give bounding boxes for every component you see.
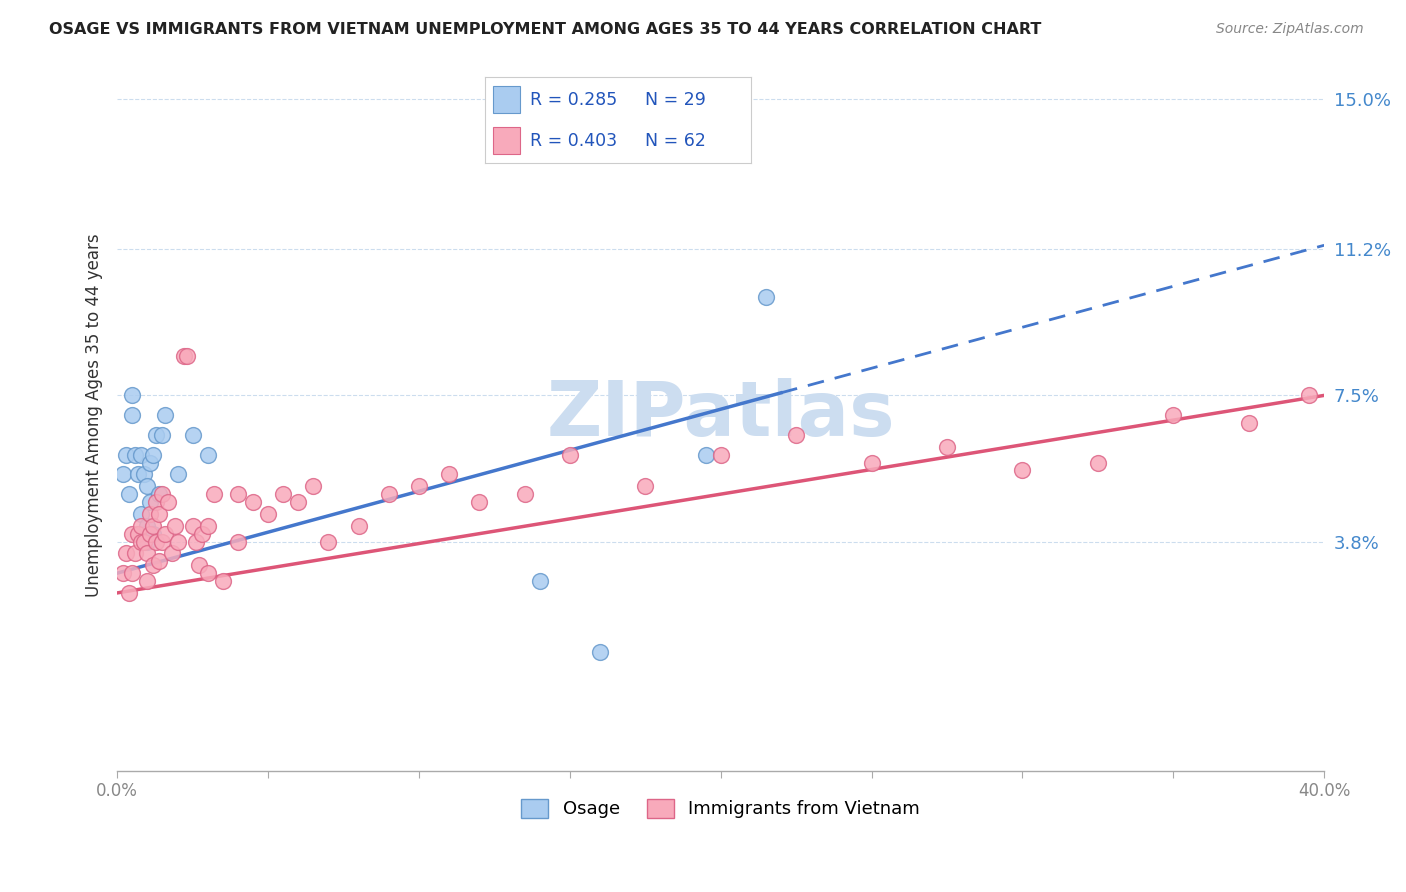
Text: ZIPatlas: ZIPatlas <box>547 378 896 452</box>
Point <box>131 518 153 533</box>
Point <box>211 574 233 588</box>
Point <box>695 448 717 462</box>
Point <box>127 526 149 541</box>
Point <box>145 534 167 549</box>
Point <box>136 534 159 549</box>
Text: OSAGE VS IMMIGRANTS FROM VIETNAM UNEMPLOYMENT AMONG AGES 35 TO 44 YEARS CORRELAT: OSAGE VS IMMIGRANTS FROM VIETNAM UNEMPLO… <box>49 22 1042 37</box>
Point <box>134 534 156 549</box>
Point <box>145 428 167 442</box>
Point <box>139 456 162 470</box>
Point <box>136 574 159 588</box>
Point <box>160 546 183 560</box>
Point <box>127 467 149 482</box>
Point <box>142 448 165 462</box>
Point <box>134 526 156 541</box>
Point <box>202 487 225 501</box>
Point <box>190 526 212 541</box>
Point <box>134 467 156 482</box>
Point <box>142 518 165 533</box>
Point <box>136 479 159 493</box>
Point <box>226 534 249 549</box>
Point <box>115 546 138 560</box>
Point <box>131 507 153 521</box>
Point <box>155 526 177 541</box>
Point <box>136 546 159 560</box>
Point <box>184 534 207 549</box>
Point <box>181 428 204 442</box>
Point <box>529 574 551 588</box>
Legend: Osage, Immigrants from Vietnam: Osage, Immigrants from Vietnam <box>515 792 928 826</box>
Point <box>121 388 143 402</box>
Point <box>785 428 807 442</box>
Point <box>131 448 153 462</box>
Point <box>634 479 657 493</box>
Point <box>936 440 959 454</box>
Y-axis label: Unemployment Among Ages 35 to 44 years: Unemployment Among Ages 35 to 44 years <box>86 234 103 597</box>
Point <box>271 487 294 501</box>
Point <box>558 448 581 462</box>
Point <box>131 534 153 549</box>
Point <box>468 495 491 509</box>
Point <box>408 479 430 493</box>
Point <box>181 518 204 533</box>
Point <box>115 448 138 462</box>
Point <box>112 566 135 581</box>
Point <box>166 534 188 549</box>
Point <box>139 526 162 541</box>
Point <box>139 495 162 509</box>
Point <box>121 408 143 422</box>
Point <box>124 448 146 462</box>
Point <box>302 479 325 493</box>
Point <box>1237 416 1260 430</box>
Point <box>257 507 280 521</box>
Point <box>318 534 340 549</box>
Point <box>176 349 198 363</box>
Point <box>589 645 612 659</box>
Point <box>139 507 162 521</box>
Point <box>124 546 146 560</box>
Point <box>173 349 195 363</box>
Point <box>187 558 209 573</box>
Point <box>163 518 186 533</box>
Point <box>710 448 733 462</box>
Point <box>118 487 141 501</box>
Point <box>157 495 180 509</box>
Point <box>152 428 174 442</box>
Point <box>121 566 143 581</box>
Point <box>121 526 143 541</box>
Point <box>142 526 165 541</box>
Point <box>112 467 135 482</box>
Point <box>377 487 399 501</box>
Point <box>860 456 883 470</box>
Point <box>197 518 219 533</box>
Point <box>1161 408 1184 422</box>
Text: Source: ZipAtlas.com: Source: ZipAtlas.com <box>1216 22 1364 37</box>
Point <box>145 495 167 509</box>
Point <box>347 518 370 533</box>
Point <box>287 495 309 509</box>
Point <box>1087 456 1109 470</box>
Point <box>242 495 264 509</box>
Point <box>118 586 141 600</box>
Point <box>142 558 165 573</box>
Point <box>197 566 219 581</box>
Point <box>1298 388 1320 402</box>
Point <box>136 518 159 533</box>
Point <box>148 554 170 568</box>
Point <box>1011 463 1033 477</box>
Point <box>513 487 536 501</box>
Point <box>166 467 188 482</box>
Point <box>152 534 174 549</box>
Point <box>755 290 778 304</box>
Point <box>148 487 170 501</box>
Point <box>197 448 219 462</box>
Point <box>152 487 174 501</box>
Point <box>148 507 170 521</box>
Point <box>437 467 460 482</box>
Point <box>155 408 177 422</box>
Point <box>226 487 249 501</box>
